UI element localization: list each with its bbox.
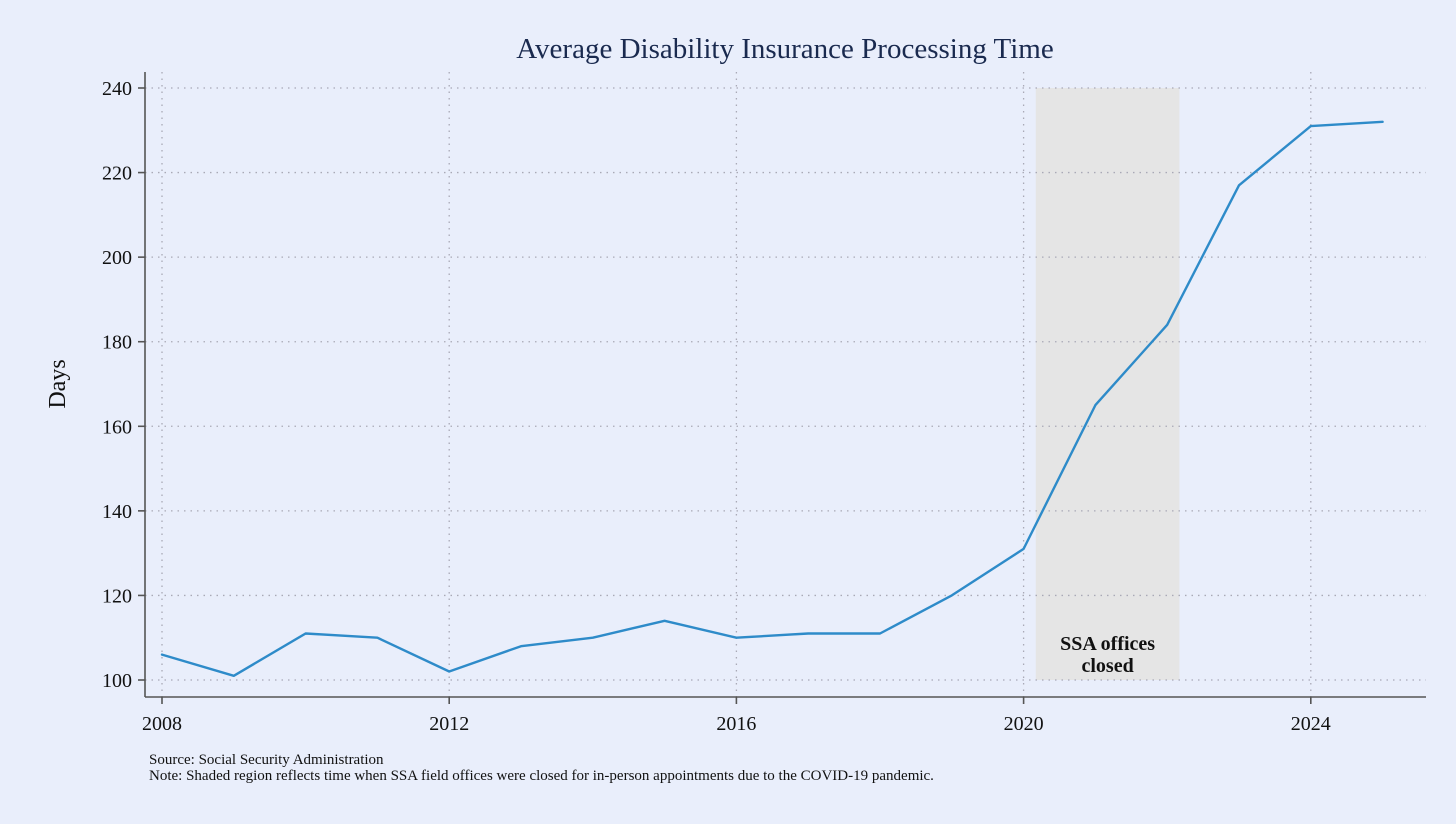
data-point: [951, 594, 953, 597]
y-tick-label: 180: [102, 332, 132, 354]
note-footnote: Note: Shaded region reflects time when S…: [149, 768, 934, 784]
y-tick-label: 200: [102, 247, 132, 269]
y-tick-label: 160: [102, 416, 132, 438]
plot-area: 100 120 140 160 180 200 220 240 2008 2012 2016 2020…: [102, 72, 1426, 735]
data-point: [161, 653, 163, 656]
data-point: [1166, 324, 1168, 326]
y-tick-label: 100: [102, 670, 132, 692]
x-tick-label: 2024: [1291, 713, 1331, 735]
y-tick-label: 120: [102, 585, 132, 607]
shaded-region-label: closed: [1081, 655, 1133, 677]
x-tick-label: 2016: [716, 713, 756, 735]
shaded-region-label: SSA offices: [1060, 633, 1155, 655]
y-tick-label: 240: [102, 78, 132, 100]
shaded-region: [1035, 88, 1180, 680]
data-point: [304, 632, 307, 635]
source-footnote: Source: Social Security Administration: [149, 752, 384, 768]
data-point: [448, 670, 451, 673]
data-point: [233, 674, 235, 677]
x-tick-label: 2012: [429, 713, 469, 735]
data-point: [592, 636, 594, 639]
data-point: [1022, 548, 1025, 550]
x-tick-label: 2008: [142, 713, 182, 735]
data-point: [376, 636, 379, 639]
data-point: [1238, 184, 1240, 187]
data-point: [879, 632, 881, 635]
data-point: [807, 632, 809, 635]
chart-title: Average Disability Insurance Processing …: [516, 33, 1053, 65]
y-tick-label: 220: [102, 163, 132, 185]
data-point: [1381, 121, 1384, 123]
data-point: [663, 620, 666, 622]
data-point: [520, 645, 522, 647]
data-point: [1310, 125, 1312, 127]
data-point: [1094, 404, 1097, 406]
series-line: [160, 120, 1384, 677]
data-point: [735, 636, 738, 639]
y-tick-label: 140: [102, 501, 132, 523]
y-axis-title: Days: [45, 359, 71, 408]
x-tick-label: 2020: [1004, 713, 1044, 735]
